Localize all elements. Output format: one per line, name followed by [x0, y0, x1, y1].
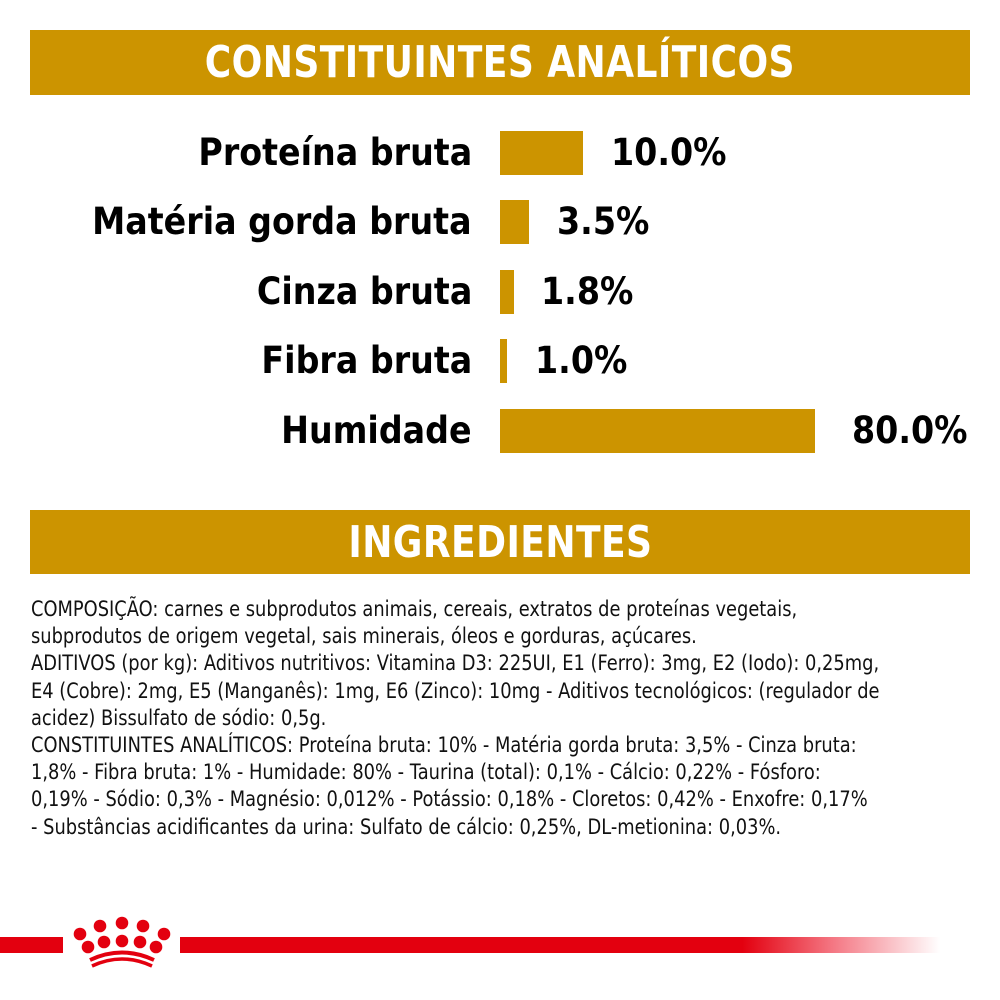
chart-row-ash: Cinza bruta 1.8%	[0, 269, 1000, 315]
row-value: 3.5%	[557, 200, 650, 243]
row-label: Cinza bruta	[256, 270, 472, 313]
footer-red-line-left	[0, 937, 63, 953]
row-value: 1.0%	[535, 339, 628, 382]
analytics-header-band: CONSTITUINTES ANALÍTICOS	[30, 30, 970, 95]
ingredients-line: acidez) Bissulfato de sódio: 0,5g.	[31, 705, 327, 731]
chart-row-protein: Proteína bruta 10.0%	[0, 130, 1000, 176]
row-label: Fibra bruta	[261, 339, 472, 382]
ingredients-text: COMPOSIÇÃO: carnes e subprodutos animais…	[31, 596, 976, 841]
footer-red-line-right	[180, 937, 940, 953]
ingredients-line: - Substâncias acidificantes da urina: Su…	[31, 814, 782, 840]
ingredients-line: subprodutos de origem vegetal, sais mine…	[31, 624, 697, 650]
row-label: Humidade	[281, 409, 472, 452]
row-value: 1.8%	[541, 270, 634, 313]
row-value: 80.0%	[852, 409, 968, 452]
ingredients-line: ADITIVOS (por kg): Aditivos nutritivos: …	[31, 651, 880, 677]
row-bar	[500, 409, 815, 453]
row-bar	[500, 270, 514, 314]
ingredients-line: COMPOSIÇÃO: carnes e subprodutos animais…	[31, 597, 798, 622]
row-bar	[500, 131, 583, 175]
row-value: 10.0%	[611, 131, 727, 174]
chart-row-fiber: Fibra bruta 1.0%	[0, 338, 1000, 384]
crown-icon	[73, 916, 171, 968]
ingredients-header-band: INGREDIENTES	[30, 510, 970, 574]
row-label: Matéria gorda bruta	[92, 200, 472, 243]
analytics-title: CONSTITUINTES ANALÍTICOS	[204, 37, 796, 88]
ingredients-line: E4 (Cobre): 2mg, E5 (Manganês): 1mg, E6 …	[31, 678, 880, 704]
row-bar	[500, 339, 507, 383]
row-bar	[500, 200, 529, 244]
ingredients-line: CONSTITUINTES ANALÍTICOS: Proteína bruta…	[31, 733, 857, 759]
row-label: Proteína bruta	[198, 131, 472, 174]
ingredients-line: 1,8% - Fibra bruta: 1% - Humidade: 80% -…	[31, 760, 821, 786]
chart-row-moisture: Humidade 80.0%	[0, 408, 1000, 454]
ingredients-line: 0,19% - Sódio: 0,3% - Magnésio: 0,012% -…	[31, 787, 868, 813]
ingredients-title: INGREDIENTES	[347, 516, 653, 568]
chart-row-fat: Matéria gorda bruta 3.5%	[0, 199, 1000, 245]
